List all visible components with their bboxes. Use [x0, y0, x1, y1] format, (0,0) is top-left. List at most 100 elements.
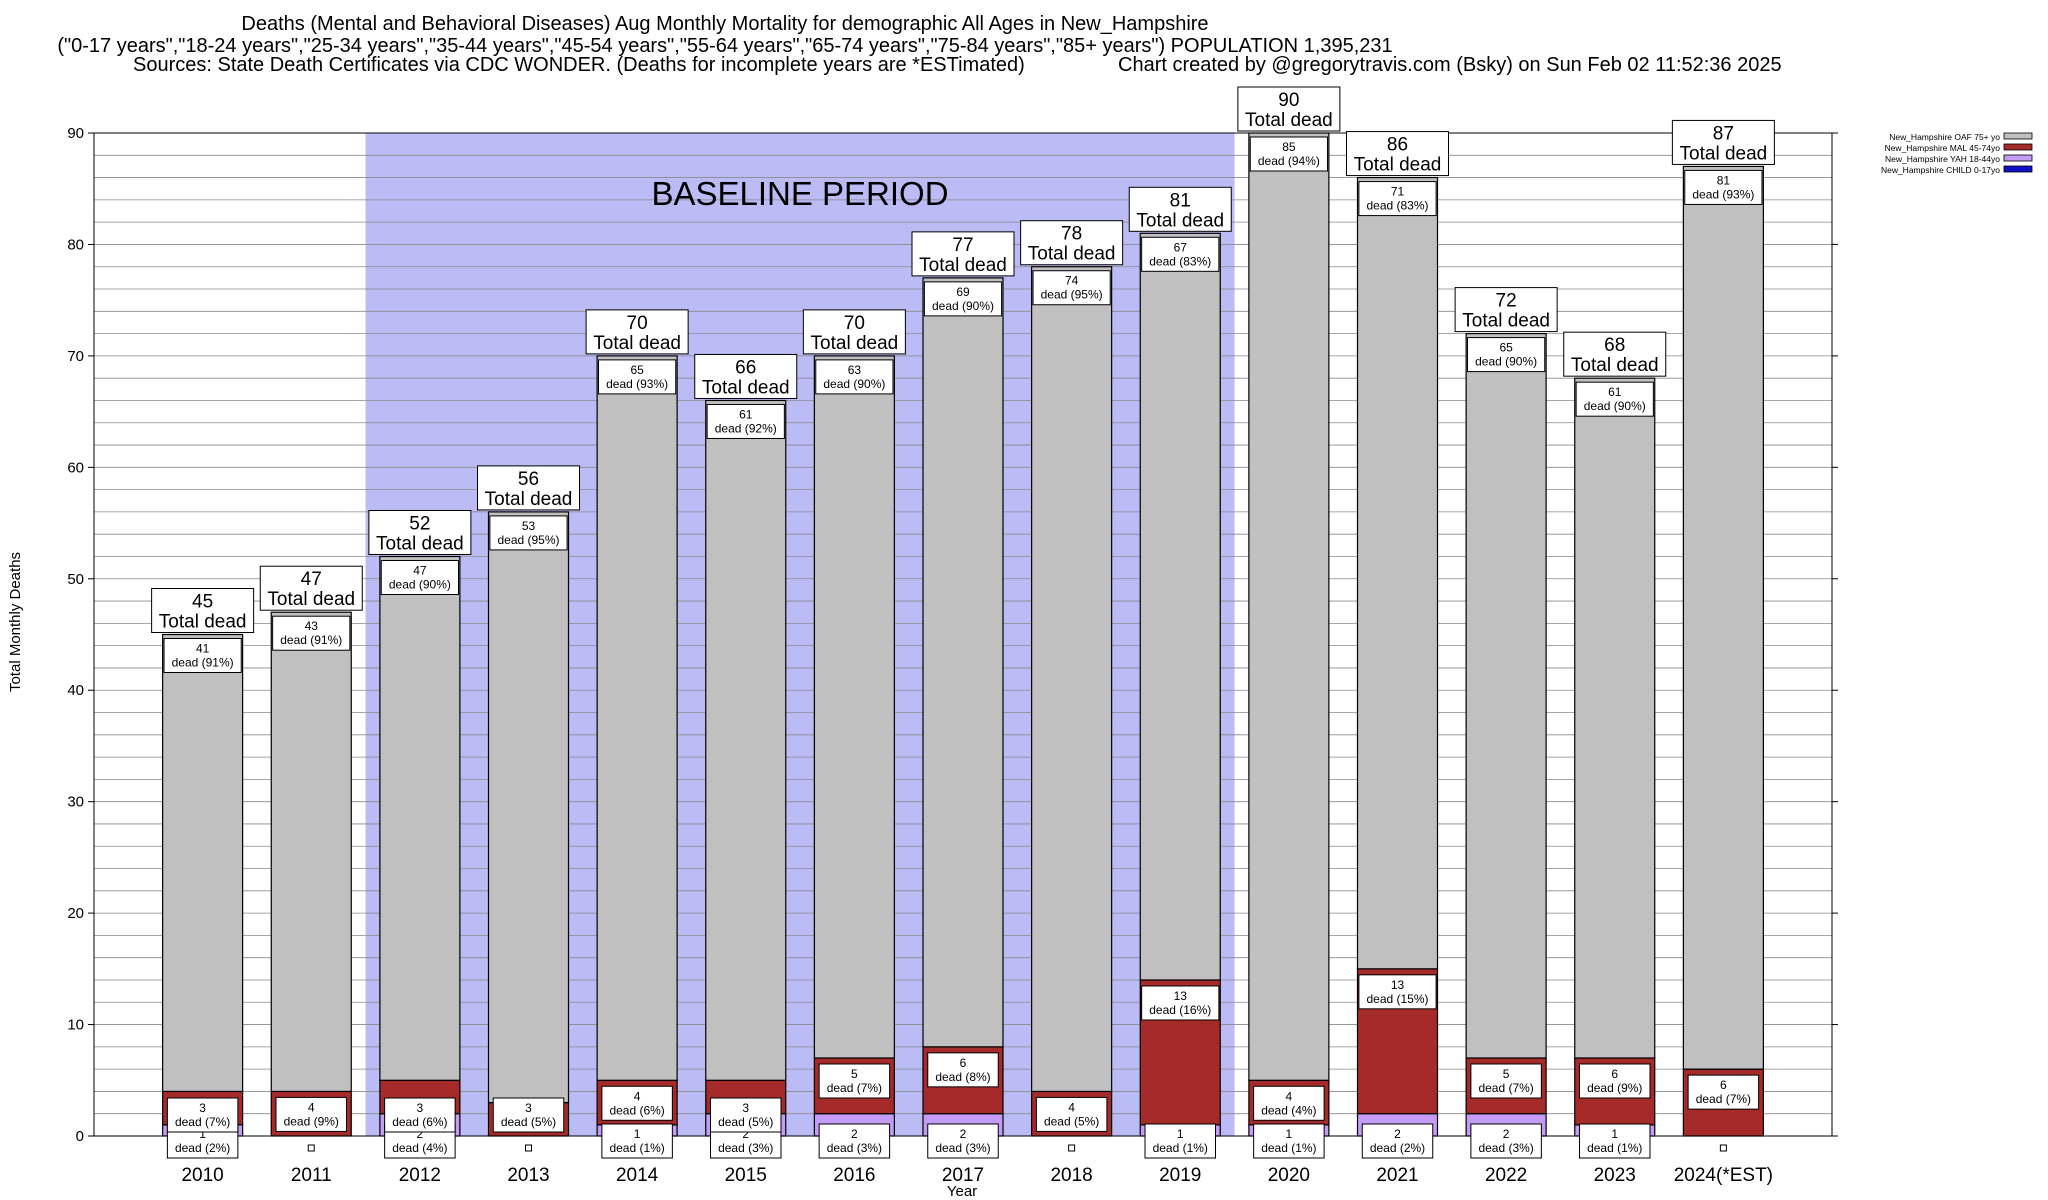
segment-label-box	[706, 403, 785, 439]
x-tick-label: 2010	[181, 1165, 223, 1186]
zero-marker	[1719, 1144, 1727, 1152]
total-label-text: Total dead	[1028, 244, 1116, 265]
segment-label-text: 2	[960, 1127, 967, 1141]
segment-label-box	[1358, 181, 1437, 217]
total-label-box	[477, 465, 580, 511]
segment-label-text: 1	[1177, 1127, 1184, 1141]
segment-label-text: dead (9%)	[284, 1114, 339, 1128]
zero-marker	[1068, 1144, 1076, 1152]
total-label-text: Total dead	[811, 333, 899, 354]
x-axis-ticks: 2010 2011 2012 2013 2014 2015 2016 2017 2018 2019…	[181, 1165, 1773, 1186]
legend-swatch	[2003, 132, 2033, 140]
segment-label-box	[272, 615, 351, 651]
total-label-box	[1020, 220, 1124, 266]
segment-label-box	[1141, 985, 1220, 1021]
segment-label-text: dead (93%)	[606, 377, 668, 391]
segment-label-box	[601, 1085, 673, 1121]
segment-label-text: dead (7%)	[1478, 1081, 1533, 1095]
x-tick-label: 2021	[1376, 1165, 1418, 1186]
segment-label-box	[598, 359, 677, 395]
bar-segment	[270, 611, 352, 1093]
segment-label-box	[1467, 337, 1546, 373]
segment-label-text: 4	[634, 1089, 641, 1103]
segment-label-text: 71	[1391, 185, 1405, 199]
bar-segment	[813, 355, 895, 1059]
segment-label-text: 1	[1611, 1127, 1618, 1141]
segment-label-text: dead (7%)	[827, 1081, 882, 1095]
y-tick-label: 50	[67, 571, 84, 588]
y-tick-label: 20	[67, 905, 84, 922]
segment-label-text: dead (3%)	[718, 1141, 773, 1155]
total-label-value: 56	[518, 469, 539, 490]
x-tick-label: 2024(*EST)	[1674, 1165, 1773, 1186]
segment-label-text: dead (4%)	[392, 1141, 447, 1155]
segment-label-text: dead (93%)	[1692, 187, 1754, 201]
segment-label-text: dead (90%)	[389, 577, 451, 591]
bar-segment	[705, 399, 787, 1081]
segment-label-text: 81	[1717, 173, 1731, 187]
segment-label-box	[163, 638, 242, 673]
segment-label-box	[927, 1123, 999, 1159]
legend-swatch	[2003, 165, 2033, 173]
segment-label-text: dead (90%)	[1475, 355, 1537, 369]
segment-label-box	[1253, 1085, 1325, 1121]
segment-label-text: dead (2%)	[1370, 1141, 1425, 1155]
segment-label-text: 65	[1499, 341, 1513, 355]
segment-label-text: 69	[956, 285, 970, 299]
segment-label-text: dead (2%)	[175, 1141, 230, 1155]
segment-label-text: dead (91%)	[172, 656, 234, 670]
segment-label-text: dead (3%)	[1478, 1141, 1533, 1155]
segment-label-text: dead (16%)	[1149, 1003, 1211, 1017]
segment-label-text: 3	[742, 1101, 749, 1115]
chart-subtitle: ("0-17 years","18-24 years","25-34 years…	[57, 35, 1393, 57]
total-label-box	[259, 565, 363, 611]
zero-marker	[525, 1144, 532, 1152]
total-label-text: Total dead	[159, 612, 247, 633]
segment-label-text: dead (95%)	[497, 533, 559, 547]
segment-label-box	[1358, 974, 1437, 1010]
segment-label-box	[818, 1063, 891, 1099]
segment-label-text: 13	[1391, 978, 1405, 992]
segment-label-text: dead (5%)	[1044, 1114, 1099, 1128]
segment-label-text: 61	[1608, 385, 1622, 399]
total-label-value: 72	[1496, 291, 1517, 312]
total-label-text: Total dead	[267, 589, 355, 610]
segment-label-text: dead (4%)	[1261, 1103, 1316, 1117]
segment-label-text: 3	[417, 1101, 424, 1115]
bar-segment	[596, 355, 678, 1081]
segment-label-text: dead (6%)	[609, 1103, 664, 1117]
segment-label-text: 2	[417, 1127, 424, 1141]
chart-sources: Sources: State Death Certificates via CD…	[133, 54, 1025, 76]
legend-label: New_Hampshire MAL 45-74yo	[1885, 143, 2001, 153]
bar-segment	[162, 633, 244, 1093]
y-tick-label: 60	[67, 459, 84, 476]
bar-segment	[1574, 377, 1656, 1059]
segment-label-box	[601, 1123, 673, 1159]
y-axis-label: Total Monthly Deaths	[7, 552, 24, 692]
segment-label-text: 43	[305, 619, 319, 633]
total-label-text: Total dead	[1680, 143, 1768, 164]
segment-label-box	[1253, 1123, 1325, 1159]
segment-label-text: 5	[1503, 1067, 1510, 1081]
segment-label-box	[710, 1097, 782, 1133]
